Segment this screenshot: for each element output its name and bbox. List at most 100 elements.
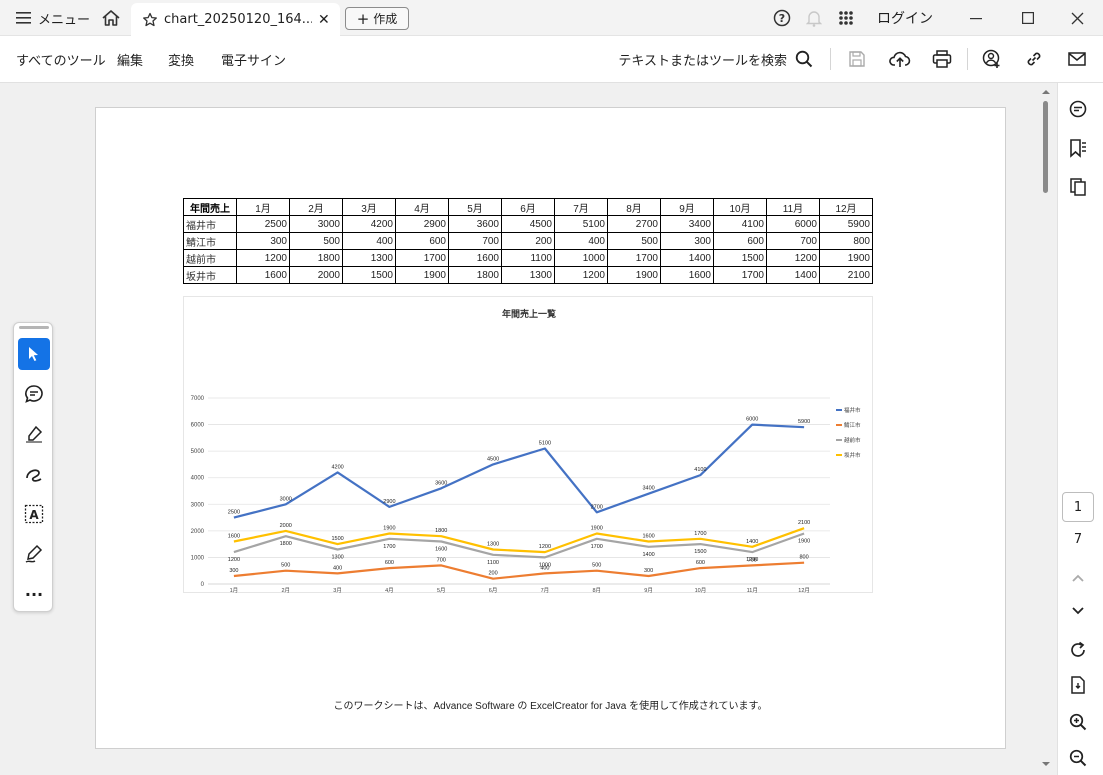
chart-x-tick-label: 11月	[747, 587, 758, 594]
minimize-button[interactable]	[962, 4, 990, 32]
table-cell: 1900	[819, 249, 873, 267]
table-cell: 2000	[289, 266, 343, 284]
comment-tool[interactable]	[18, 378, 50, 410]
table-cell: 1800	[289, 249, 343, 267]
table-cell: 400	[554, 232, 608, 250]
chart-data-label: 1100	[487, 560, 499, 566]
zoom-out-icon	[1069, 749, 1087, 767]
chart-series-line	[233, 561, 805, 580]
chart-y-tick-label: 6000	[191, 423, 205, 429]
mail-button[interactable]	[1063, 45, 1091, 73]
window-close-button[interactable]	[1063, 4, 1091, 32]
menu-convert[interactable]: 変換	[168, 54, 195, 69]
chart-data-label: 300	[644, 568, 653, 574]
home-button[interactable]	[101, 0, 121, 36]
table-cell: 1700	[713, 266, 767, 284]
menu-edit[interactable]: 編集	[117, 54, 144, 69]
document-canvas[interactable]: 年間売上 1月 2月 3月 4月 5月 6月 7月 8月 9月 10月 11月 12月 福井市 2500 30…	[0, 83, 1040, 775]
chart-data-label: 5900	[798, 419, 810, 425]
scroll-thumb[interactable]	[1043, 101, 1048, 193]
scroll-down-arrow-icon[interactable]	[1041, 759, 1051, 769]
draw-tool[interactable]	[18, 458, 50, 490]
table-cell: 6000	[766, 215, 820, 233]
chart-x-tick-label: 3月	[333, 587, 342, 594]
chart-data-label: 1400	[642, 552, 654, 558]
zoom-out-button[interactable]	[1064, 744, 1092, 772]
panel-grip[interactable]	[19, 326, 49, 329]
next-page-button[interactable]	[1064, 597, 1092, 625]
table-header-row: 年間売上 1月 2月 3月 4月 5月 6月 7月 8月 9月 10月 11月 12月	[183, 198, 873, 216]
chart-data-label: 400	[540, 565, 549, 571]
chart-data-label: 3600	[435, 480, 447, 486]
scroll-up-arrow-icon[interactable]	[1041, 87, 1051, 97]
table-cell: 1000	[554, 249, 608, 267]
notifications-button[interactable]	[800, 4, 828, 32]
chart-y-tick-label: 5000	[191, 449, 205, 455]
cloud-upload-icon	[889, 51, 911, 67]
search-label[interactable]: テキストまたはツールを検索	[618, 54, 787, 69]
menu-all-tools[interactable]: すべてのツール	[16, 54, 106, 69]
upload-button[interactable]	[886, 45, 914, 73]
document-tab[interactable]: chart_20250120_164... ✕	[131, 3, 340, 36]
help-button[interactable]: ?	[768, 4, 796, 32]
table-cell: 1300	[501, 266, 555, 284]
table-cell: 500	[607, 232, 661, 250]
menu-esign[interactable]: 電子サイン	[221, 54, 287, 69]
pages-button[interactable]	[1064, 173, 1092, 201]
bookmarks-button[interactable]	[1064, 134, 1092, 162]
chart-data-label: 600	[385, 560, 394, 566]
table-cell: 600	[713, 232, 767, 250]
export-file-button[interactable]	[1064, 671, 1092, 699]
right-side-panel	[1057, 83, 1103, 775]
chart-data-label: 500	[592, 563, 601, 569]
chart-data-label: 1300	[331, 554, 343, 560]
highlighter-icon	[26, 425, 43, 443]
pages-icon	[1070, 178, 1086, 196]
previous-page-button[interactable]	[1064, 564, 1092, 592]
select-tool[interactable]	[18, 338, 50, 370]
login-button[interactable]: ログイン	[877, 11, 933, 27]
chart-data-label: 1900	[383, 526, 395, 532]
zoom-in-button[interactable]	[1064, 708, 1092, 736]
more-icon: ···	[24, 584, 44, 604]
table-cell: 200	[501, 232, 555, 250]
table-cell: 1500	[713, 249, 767, 267]
chart-x-tick-label: 6月	[489, 587, 498, 594]
search-button[interactable]	[790, 45, 818, 73]
current-page-input[interactable]: 1	[1062, 492, 1094, 522]
link-button[interactable]	[1020, 45, 1048, 73]
share-button[interactable]	[978, 45, 1006, 73]
comment-icon	[25, 385, 43, 403]
apps-button[interactable]	[832, 4, 860, 32]
table-cell: 4200	[342, 215, 396, 233]
chart-data-label: 1000	[539, 562, 551, 568]
menu-button[interactable]: メニュー	[16, 0, 90, 36]
rotate-button[interactable]	[1064, 636, 1092, 664]
maximize-button[interactable]	[1014, 4, 1042, 32]
create-button[interactable]: + 作成	[345, 7, 409, 30]
star-icon[interactable]	[142, 12, 158, 28]
chart-y-tick-label: 0	[201, 582, 205, 588]
chart-data-label: 700	[437, 557, 446, 563]
search-icon	[795, 50, 813, 68]
vertical-scrollbar[interactable]	[1040, 83, 1050, 775]
chart-data-label: 3400	[642, 486, 654, 492]
chart-y-tick-label: 7000	[191, 396, 205, 402]
chart-data-label: 1200	[746, 557, 758, 563]
highlight-tool[interactable]	[18, 418, 50, 450]
print-button[interactable]	[928, 45, 956, 73]
more-tools[interactable]: ···	[18, 578, 50, 610]
chart-data-label: 800	[799, 555, 808, 561]
table-month-header: 8月	[607, 198, 661, 216]
save-button[interactable]	[843, 45, 871, 73]
chart-x-tick-label: 12月	[798, 587, 810, 594]
comments-panel-button[interactable]	[1064, 95, 1092, 123]
text-tool[interactable]: A	[18, 498, 50, 530]
select-cursor-icon	[29, 347, 38, 361]
sign-tool[interactable]	[18, 538, 50, 570]
table-cell: 4500	[501, 215, 555, 233]
table-cell: 2700	[607, 215, 661, 233]
tab-close-icon[interactable]: ✕	[318, 11, 330, 28]
menu-bar: すべてのツール 編集 変換 電子サイン テキストまたはツールを検索	[0, 36, 1103, 83]
table-cell: 400	[342, 232, 396, 250]
